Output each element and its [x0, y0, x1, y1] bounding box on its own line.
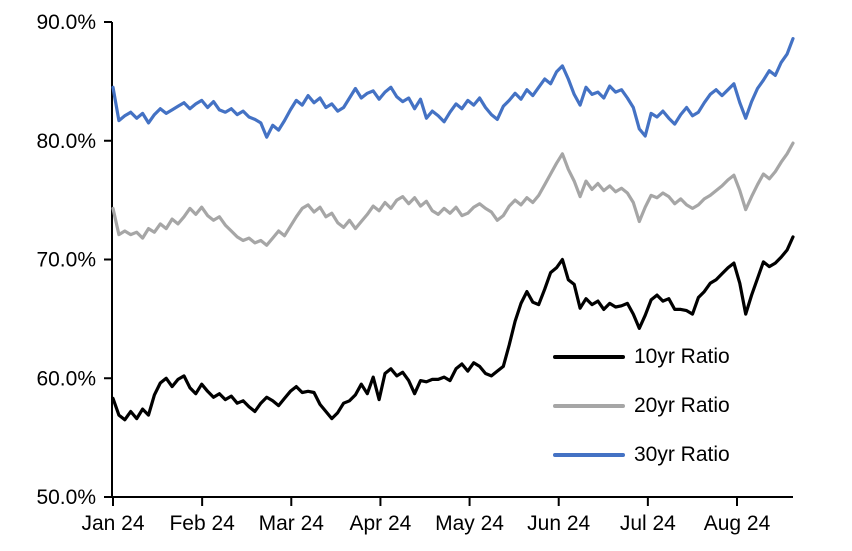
- series-line-30yr-ratio: [111, 36, 795, 139]
- x-axis-label: Apr 24: [349, 512, 411, 535]
- y-axis-label: 60.0%: [36, 367, 96, 390]
- y-axis-label: 90.0%: [36, 11, 96, 34]
- series-line-20yr-ratio: [111, 141, 795, 247]
- x-axis-label: Jan 24: [81, 512, 144, 535]
- legend-label-10yr: 10yr Ratio: [634, 345, 730, 368]
- legend-item-20yr: 20yr Ratio: [553, 394, 730, 418]
- x-axis-label: Aug 24: [704, 512, 771, 535]
- x-axis-label: May 24: [435, 512, 504, 535]
- legend-item-30yr: 30yr Ratio: [553, 443, 730, 467]
- x-axis-label: Feb 24: [169, 512, 235, 535]
- series-line-10yr-ratio: [111, 235, 795, 422]
- legend-swatch-20yr: [553, 404, 625, 408]
- legend-item-10yr: 10yr Ratio: [553, 345, 730, 369]
- legend-swatch-30yr: [553, 453, 625, 457]
- legend-label-20yr: 20yr Ratio: [634, 394, 730, 417]
- legend-swatch-10yr: [553, 355, 625, 359]
- x-axis-label: Jun 24: [527, 512, 590, 535]
- legend-label-30yr: 30yr Ratio: [634, 443, 730, 466]
- x-axis-label: Jul 24: [620, 512, 676, 535]
- chart-legend: 10yr Ratio 20yr Ratio 30yr Ratio: [553, 345, 730, 492]
- y-axis-label: 70.0%: [36, 249, 96, 272]
- y-axis-label: 80.0%: [36, 130, 96, 153]
- y-axis-label: 50.0%: [36, 486, 96, 509]
- x-axis-label: Mar 24: [259, 512, 325, 535]
